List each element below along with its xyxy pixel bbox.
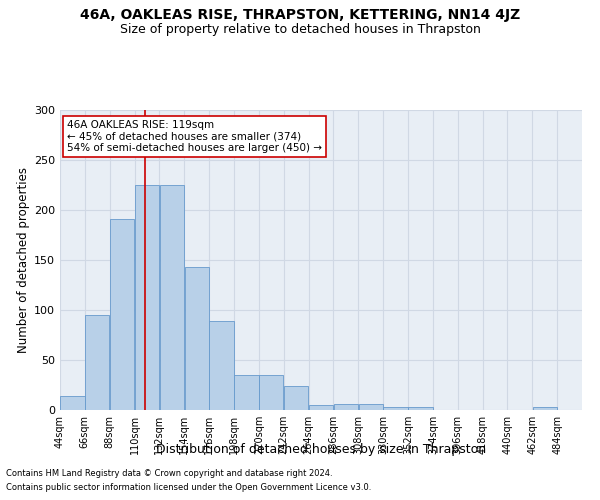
Bar [85,315,109,410]
Bar [135,185,159,410]
Y-axis label: Number of detached properties: Number of detached properties [17,167,30,353]
Text: Contains HM Land Registry data © Crown copyright and database right 2024.: Contains HM Land Registry data © Crown c… [6,468,332,477]
Text: Distribution of detached houses by size in Thrapston: Distribution of detached houses by size … [156,442,486,456]
Bar [60,396,85,410]
Text: Contains public sector information licensed under the Open Government Licence v3: Contains public sector information licen… [6,484,371,492]
Text: 46A OAKLEAS RISE: 119sqm
← 45% of detached houses are smaller (374)
54% of semi-: 46A OAKLEAS RISE: 119sqm ← 45% of detach… [67,120,322,153]
Text: 46A, OAKLEAS RISE, THRAPSTON, KETTERING, NN14 4JZ: 46A, OAKLEAS RISE, THRAPSTON, KETTERING,… [80,8,520,22]
Bar [234,375,259,410]
Bar [185,267,209,410]
Bar [383,407,408,410]
Bar [408,407,433,410]
Bar [160,185,184,410]
Bar [259,375,283,410]
Bar [284,386,308,410]
Text: Size of property relative to detached houses in Thrapston: Size of property relative to detached ho… [119,22,481,36]
Bar [533,407,557,410]
Bar [334,404,358,410]
Bar [209,321,234,410]
Bar [309,405,333,410]
Bar [110,219,134,410]
Bar [359,404,383,410]
